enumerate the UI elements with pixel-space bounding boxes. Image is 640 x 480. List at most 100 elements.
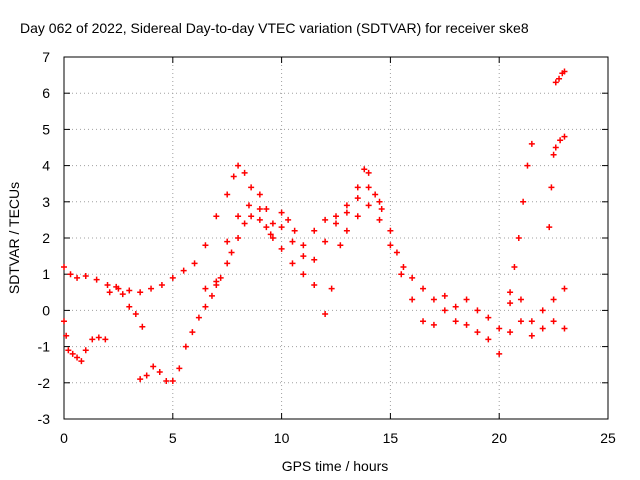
data-point [333,213,339,220]
y-tick-label: 3 [42,194,50,210]
data-point [217,274,224,281]
data-point [289,260,296,267]
y-tick-label: -2 [38,375,51,391]
data-point [552,79,559,86]
data-point [241,169,248,176]
data-point [176,365,183,372]
data-point [485,336,492,343]
data-point [143,372,150,379]
data-point [182,343,189,350]
data-point [137,289,144,296]
data-point [256,216,263,223]
data-point [248,184,255,191]
data-point [409,296,416,303]
data-point [561,68,568,75]
data-point [235,235,242,241]
data-point [511,263,518,270]
data-point [256,206,263,213]
data-point [430,321,437,328]
data-point [557,137,564,144]
data-point [463,296,470,303]
data-point [69,350,76,357]
data-point [104,282,111,289]
data-point [263,206,270,213]
data-point [343,227,350,234]
grid [64,57,608,419]
data-point [515,235,522,241]
data-point [520,198,527,205]
data-point [311,256,318,263]
data-point [74,354,81,361]
x-tick-label: 20 [491,430,507,446]
data-point [528,332,535,339]
data-point [556,75,563,82]
data-point [517,296,524,303]
data-point [119,291,126,298]
data-point [278,209,285,216]
y-tick-label: 5 [42,121,50,137]
data-point [561,325,568,332]
data-point [376,216,383,223]
data-point [278,224,285,231]
ticks [63,56,609,420]
y-axis-label: SDTVAR / TECUs [6,182,22,294]
data-point [230,173,237,180]
data-point [78,358,85,365]
data-point [337,242,344,249]
data-point [61,263,67,270]
x-tick-label: 0 [60,430,68,446]
data-point [113,283,120,290]
data-point [343,209,350,216]
data-point [343,202,350,209]
data-point [452,318,459,325]
x-tick-label: 5 [169,430,177,446]
data-point [228,249,235,256]
data-point [517,318,524,325]
data-point [202,242,209,249]
data-point [300,253,307,260]
data-point [224,260,231,267]
data-point [163,377,170,384]
data-point [267,231,274,238]
data-point [561,133,568,140]
data-point [452,303,459,310]
data-point [213,278,220,285]
data-point [278,245,285,252]
data-point [387,242,394,249]
data-point [322,216,329,223]
data-point [463,321,470,328]
data-point [195,314,202,321]
data-point [333,220,339,227]
data-point [311,227,318,234]
data-point [89,336,96,343]
x-tick-label: 25 [600,430,616,446]
y-tick-label: 0 [42,302,50,318]
data-point [561,285,568,292]
data-point [67,271,74,278]
data-point [191,260,198,267]
data-point [300,242,307,249]
data-point [393,249,400,256]
y-tick-label: 1 [42,266,50,282]
data-point [420,285,427,292]
data-point [539,325,546,332]
data-point [552,144,559,151]
data-point [328,285,335,292]
data-point [202,303,209,310]
data-point [245,202,252,209]
data-points [61,68,568,384]
data-point [528,318,535,325]
data-point [263,224,270,231]
data-point [354,195,361,202]
data-point [93,276,100,283]
data-point [311,282,318,289]
data-point [546,224,553,231]
series-track-e [507,133,568,296]
data-point [248,213,255,220]
chart-title: Day 062 of 2022, Sidereal Day-to-day VTE… [20,20,529,36]
data-point [224,238,231,245]
data-point [132,311,139,318]
y-tick-label: -3 [38,411,51,427]
data-point [361,166,368,173]
x-tick-label: 15 [383,430,399,446]
